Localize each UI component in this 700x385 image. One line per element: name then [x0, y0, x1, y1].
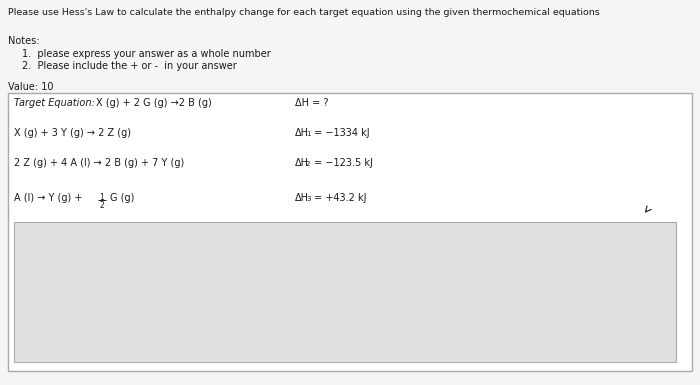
- Text: X (g) + 2 G (g) →2 B (g): X (g) + 2 G (g) →2 B (g): [96, 98, 211, 108]
- Text: 2: 2: [306, 161, 310, 167]
- Text: 1: 1: [306, 131, 311, 137]
- FancyBboxPatch shape: [8, 93, 692, 371]
- Text: = −1334 kJ: = −1334 kJ: [311, 128, 370, 138]
- Text: Please use Hess's Law to calculate the enthalpy change for each target equation : Please use Hess's Law to calculate the e…: [8, 8, 600, 17]
- Text: 2.  Please include the + or -  in your answer: 2. Please include the + or - in your ans…: [22, 61, 237, 71]
- Text: ΔH: ΔH: [295, 158, 309, 168]
- FancyBboxPatch shape: [14, 222, 676, 362]
- Text: ΔH: ΔH: [295, 128, 309, 138]
- Text: Value: 10: Value: 10: [8, 82, 53, 92]
- Text: A (l) → Y (g) +: A (l) → Y (g) +: [14, 193, 85, 203]
- Text: 1.  please express your answer as a whole number: 1. please express your answer as a whole…: [22, 49, 271, 59]
- Text: 3: 3: [306, 196, 311, 202]
- Text: 2 Z (g) + 4 A (l) → 2 B (g) + 7 Y (g): 2 Z (g) + 4 A (l) → 2 B (g) + 7 Y (g): [14, 158, 184, 168]
- Text: Target Equation:: Target Equation:: [14, 98, 94, 108]
- Text: ΔH = ?: ΔH = ?: [295, 98, 328, 108]
- Text: 1: 1: [99, 194, 104, 203]
- Text: Notes:: Notes:: [8, 36, 39, 46]
- Text: ΔH: ΔH: [295, 193, 309, 203]
- Text: = +43.2 kJ: = +43.2 kJ: [311, 193, 367, 203]
- Text: X (g) + 3 Y (g) → 2 Z (g): X (g) + 3 Y (g) → 2 Z (g): [14, 128, 131, 138]
- Text: G (g): G (g): [110, 193, 134, 203]
- Text: 2: 2: [99, 201, 104, 210]
- Text: = −123.5 kJ: = −123.5 kJ: [311, 158, 373, 168]
